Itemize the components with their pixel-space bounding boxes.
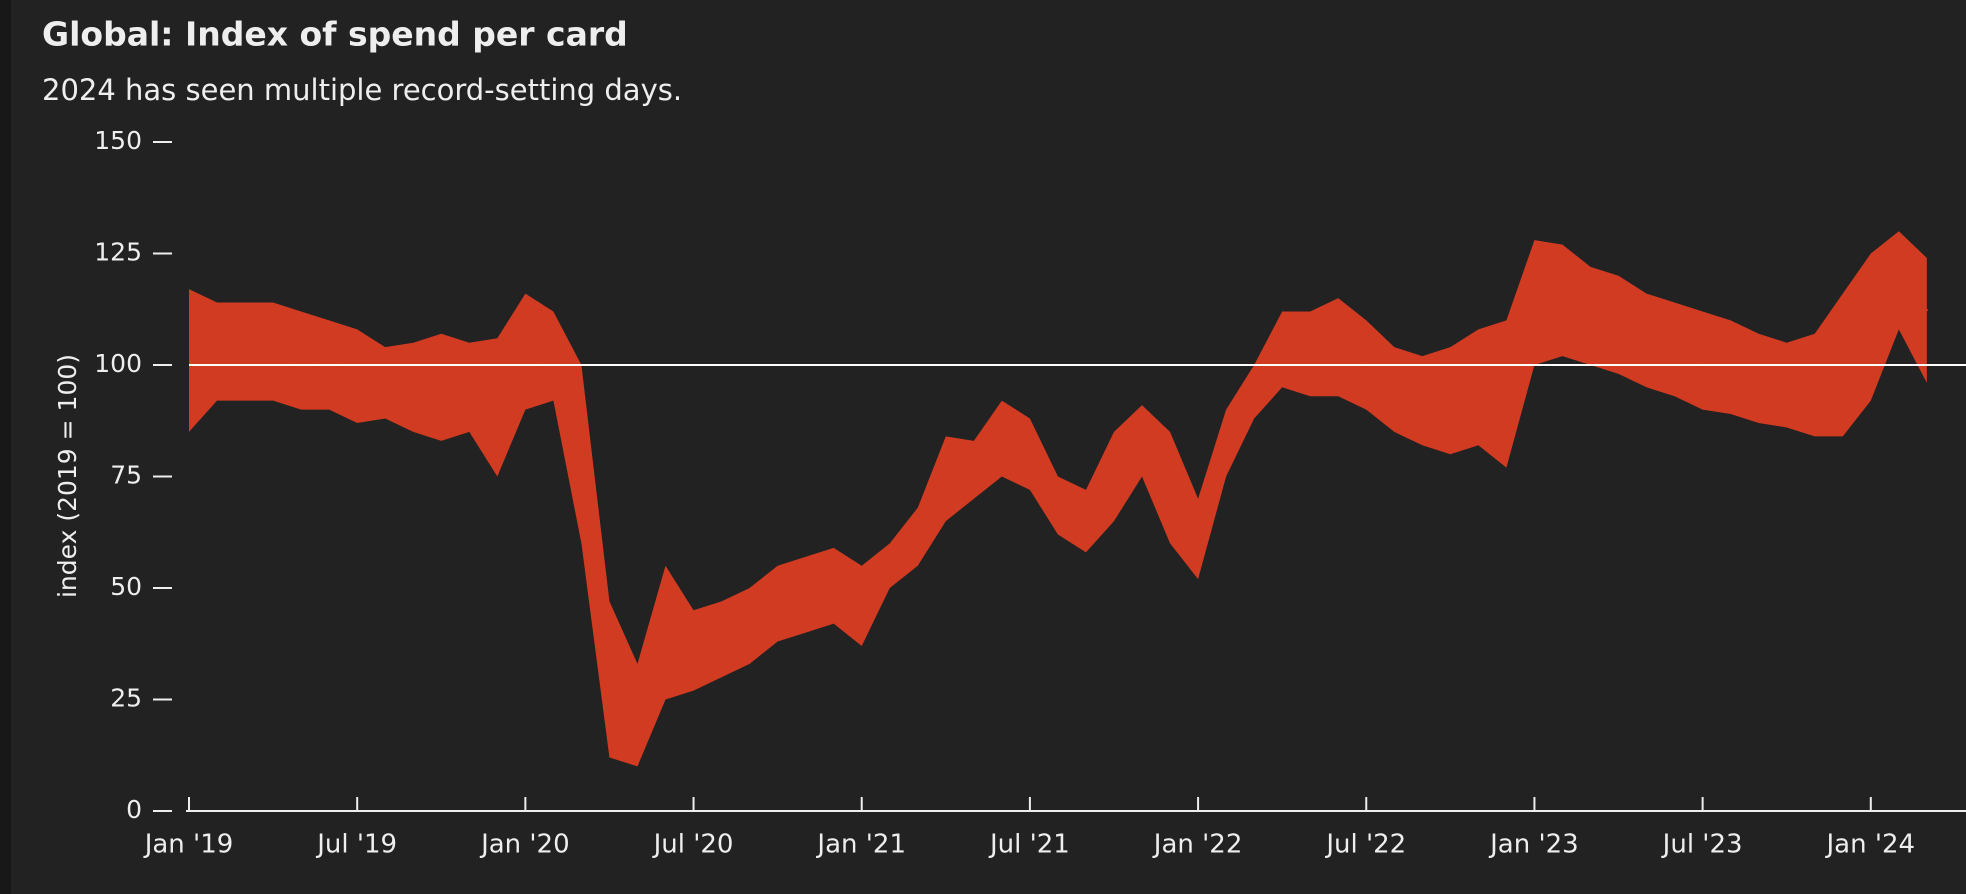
x-tick-label: Jan '22	[1152, 830, 1243, 860]
x-tick-label: Jan '24	[1825, 830, 1916, 860]
y-tick-label: 50	[110, 572, 142, 601]
x-tick-label: Jul '20	[652, 830, 734, 860]
y-tick-label: 25	[110, 684, 142, 713]
index-line	[189, 281, 1929, 726]
x-tick-label: Jul '23	[1661, 830, 1743, 860]
left-strip	[0, 0, 11, 894]
y-axis-label: index (2019 = 100)	[53, 354, 82, 598]
x-tick-label: Jan '19	[143, 830, 234, 860]
y-tick-label: 125	[94, 238, 142, 267]
chart-subtitle: 2024 has seen multiple record-setting da…	[42, 73, 682, 107]
y-tick-label: 75	[110, 461, 142, 490]
chart-title: Global: Index of spend per card	[42, 15, 628, 54]
x-tick-label: Jan '20	[479, 830, 570, 860]
x-tick-label: Jul '21	[988, 830, 1070, 860]
x-tick-label: Jul '19	[315, 830, 397, 860]
x-tick-label: Jan '21	[815, 830, 906, 860]
x-tick-label: Jul '22	[1324, 830, 1406, 860]
y-tick-label: 100	[94, 349, 142, 378]
y-tick-label: 150	[94, 126, 142, 155]
y-tick-label: 0	[126, 795, 142, 824]
x-tick-label: Jan '23	[1488, 830, 1579, 860]
